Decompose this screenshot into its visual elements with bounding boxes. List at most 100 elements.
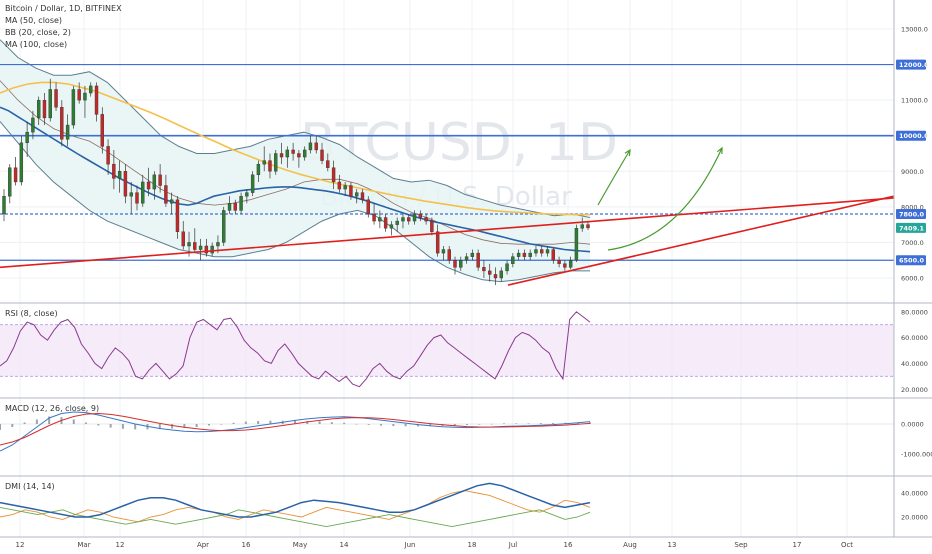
candle-body[interactable] [412,213,417,222]
candle-body[interactable] [366,199,370,215]
candle-body[interactable] [401,217,405,222]
candle-body[interactable] [71,89,76,126]
symbol-title[interactable]: Bitcoin / Dollar, 1D, BITFINEX [5,4,122,13]
candle-body[interactable] [169,199,174,204]
candle-body[interactable] [395,220,399,225]
candle-body[interactable] [100,114,104,147]
candle-body[interactable] [389,224,394,229]
candle-body[interactable] [493,274,498,279]
candle-body[interactable] [580,224,584,229]
legend-ma100[interactable]: MA (100, close) [5,40,67,49]
candle-body[interactable] [204,245,209,254]
time-axis[interactable]: 12 Mar 12 Apr 16 May 14 Jun 18 Jul 16 Aug 13 Sep 17 Oct [16,541,854,549]
candle-body[interactable] [540,249,544,254]
candle-body[interactable] [187,242,191,247]
candle-body[interactable] [464,256,469,261]
candle-body[interactable] [245,192,249,197]
candle-body[interactable] [470,252,475,257]
candle-body[interactable] [262,160,266,165]
candle-body[interactable] [250,174,255,193]
candle-body[interactable] [499,270,503,279]
candle-body[interactable] [65,124,70,140]
candle-body[interactable] [551,249,556,261]
candle-body[interactable] [268,160,272,172]
candle-body[interactable] [106,146,110,165]
candle-body[interactable] [314,142,318,151]
price-tag-last[interactable] [896,222,926,233]
candle-body[interactable] [424,217,428,222]
candle-body[interactable] [2,195,6,215]
candle-body[interactable] [586,224,590,229]
candle-body[interactable] [94,85,99,115]
candle-body[interactable] [568,260,573,268]
candle-body[interactable] [418,213,423,218]
candle-body[interactable] [8,167,12,197]
legend-ma50[interactable]: MA (50, close) [5,16,62,25]
candle-body[interactable] [13,167,18,183]
candle-body[interactable] [372,213,376,222]
candle-body[interactable] [441,249,446,254]
rsi-title[interactable]: RSI (8, close) [5,309,58,318]
candle-body[interactable] [349,185,353,197]
candle-body[interactable] [112,163,116,179]
candle-body[interactable] [279,153,284,158]
candle-body[interactable] [285,149,290,158]
dmi-title[interactable]: DMI (14, 14) [5,482,55,491]
candle-body[interactable] [516,252,521,257]
candle-body[interactable] [488,270,492,275]
candle-body[interactable] [42,99,47,119]
candle-body[interactable] [19,142,24,183]
candle-body[interactable] [522,252,527,257]
candle-body[interactable] [89,85,93,94]
candle-body[interactable] [383,217,388,229]
candle-body[interactable] [233,203,237,211]
candle-body[interactable] [36,99,41,119]
candle-body[interactable] [193,242,197,250]
price-tag-level[interactable] [896,255,926,266]
candle-body[interactable] [48,89,52,119]
candle-body[interactable] [320,149,324,161]
candle-body[interactable] [141,181,145,204]
candle-body[interactable] [302,149,307,158]
candle-body[interactable] [326,160,330,168]
candle-body[interactable] [198,245,203,250]
candle-body[interactable] [135,192,139,204]
candle-body[interactable] [60,107,64,140]
candle-body[interactable] [545,249,550,254]
candle-body[interactable] [343,185,347,190]
forecast-arrow-up[interactable] [597,149,631,206]
candle-body[interactable] [355,192,359,197]
candle-body[interactable] [164,185,168,204]
candle-body[interactable] [210,245,214,254]
dmi-panel[interactable] [0,482,591,528]
price-tag-level[interactable] [896,208,926,219]
candle-body[interactable] [407,217,411,222]
candle-body[interactable] [557,260,561,264]
candle-body[interactable] [435,231,440,254]
price-tag-level[interactable] [896,59,926,70]
candle-body[interactable] [158,174,162,186]
forecast-arrow-curve[interactable] [607,147,723,251]
candle-body[interactable] [274,153,278,172]
price-axis[interactable]: 13000.0 12000.0 11000.0 10000.0 9000.0 8000.0… [896,26,932,522]
candle-body[interactable] [31,117,35,133]
candle-body[interactable] [216,242,220,247]
candle-body[interactable] [482,267,486,272]
candle-body[interactable] [181,231,185,247]
candle-body[interactable] [256,163,261,176]
candle-body[interactable] [430,220,434,232]
candle-body[interactable] [239,195,243,211]
candle-body[interactable] [117,171,122,179]
candle-body[interactable] [227,203,232,211]
candle-body[interactable] [297,153,301,158]
candle-body[interactable] [77,89,81,101]
candle-body[interactable] [476,252,480,268]
legend-bb[interactable]: BB (20, close, 2) [5,28,71,37]
macd-panel[interactable] [0,411,894,452]
candle-body[interactable] [447,249,451,261]
price-tag-level[interactable] [896,130,926,141]
candle-body[interactable] [505,263,509,272]
candle-body[interactable] [563,263,567,268]
candle-body[interactable] [378,217,382,222]
candle-body[interactable] [511,256,515,264]
